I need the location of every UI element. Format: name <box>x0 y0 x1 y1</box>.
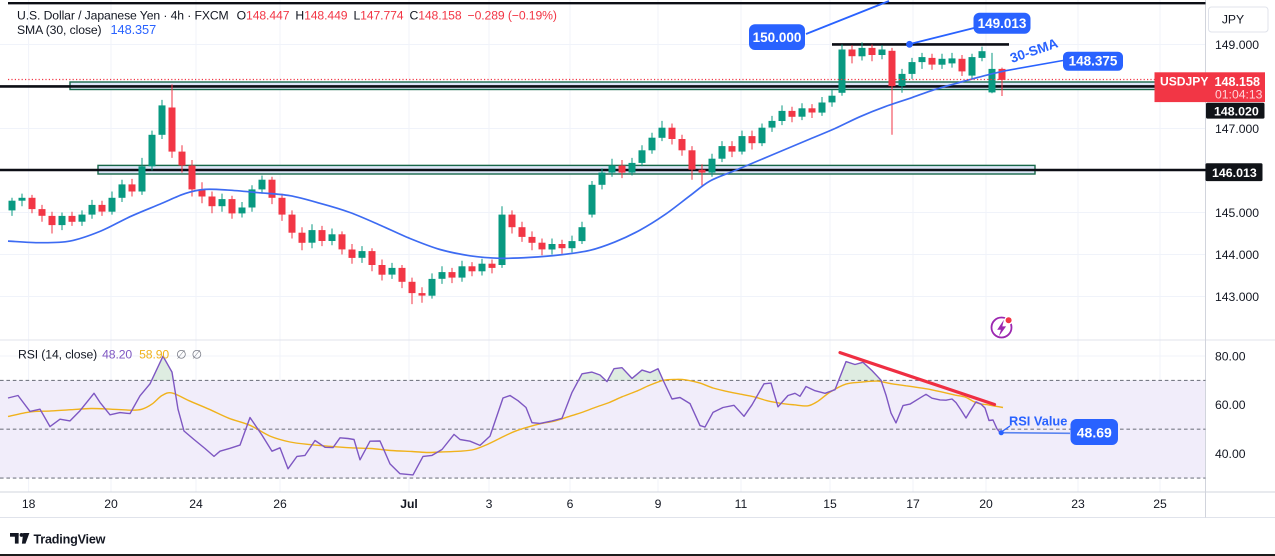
svg-text:3: 3 <box>486 497 493 511</box>
svg-text:148.158: 148.158 <box>1215 75 1261 89</box>
svg-text:15: 15 <box>823 497 837 511</box>
svg-text:23: 23 <box>1071 497 1085 511</box>
svg-text:48.69: 48.69 <box>1077 424 1112 440</box>
svg-text:SMA (30, close)148.357: SMA (30, close) 148.357 <box>17 22 156 37</box>
svg-text:25: 25 <box>1153 497 1167 511</box>
svg-text:146.013: 146.013 <box>1212 166 1257 180</box>
svg-text:149.013: 149.013 <box>978 16 1027 31</box>
svg-text:20: 20 <box>979 497 993 511</box>
svg-text:6: 6 <box>567 497 574 511</box>
svg-text:17: 17 <box>906 497 920 511</box>
svg-text:143.000: 143.000 <box>1215 290 1259 304</box>
svg-text:20: 20 <box>104 497 118 511</box>
svg-text:148.020: 148.020 <box>1214 104 1259 118</box>
svg-text:18: 18 <box>22 497 36 511</box>
svg-text:JPY: JPY <box>1222 13 1244 27</box>
svg-text:9: 9 <box>655 497 662 511</box>
svg-text:RSI Value: RSI Value <box>1009 414 1067 429</box>
svg-text:24: 24 <box>189 497 203 511</box>
svg-text:60.00: 60.00 <box>1215 398 1246 412</box>
svg-text:40.00: 40.00 <box>1215 447 1246 461</box>
svg-text:TradingView: TradingView <box>34 533 106 547</box>
svg-text:26: 26 <box>273 497 287 511</box>
svg-text:USDJPY: USDJPY <box>1160 75 1208 89</box>
svg-text:145.000: 145.000 <box>1215 206 1259 220</box>
svg-text:147.000: 147.000 <box>1215 122 1259 136</box>
svg-text:Jul: Jul <box>400 497 418 511</box>
svg-text:01:04:13: 01:04:13 <box>1215 88 1263 102</box>
svg-text:150.000: 150.000 <box>753 30 802 45</box>
svg-text:148.375: 148.375 <box>1069 54 1118 69</box>
svg-text:80.00: 80.00 <box>1215 349 1246 363</box>
svg-text:U.S. Dollar / Japanese Yen · 4: U.S. Dollar / Japanese Yen · 4h · FXCM O1… <box>17 9 557 23</box>
svg-text:11: 11 <box>735 497 748 511</box>
svg-text:144.000: 144.000 <box>1215 248 1259 262</box>
svg-text:149.000: 149.000 <box>1215 38 1259 52</box>
